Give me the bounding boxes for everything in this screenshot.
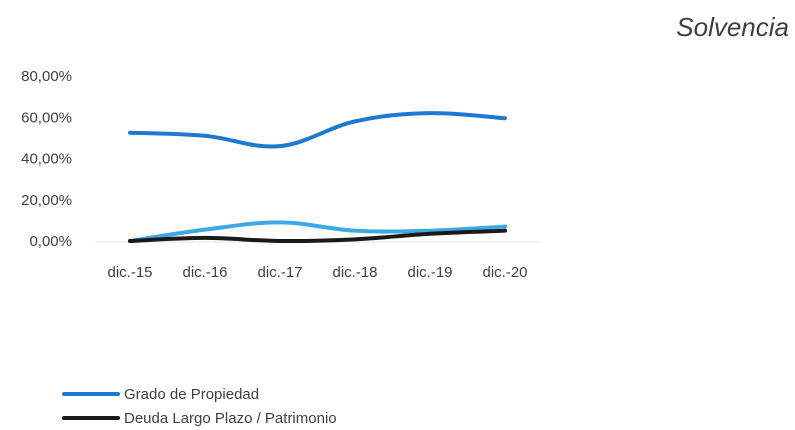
x-tick-label: dic.-19 bbox=[407, 264, 452, 281]
y-axis: 0,00% 20,00% 40,00% 60,00% 80,00% bbox=[21, 68, 72, 250]
series-line-2 bbox=[128, 228, 507, 244]
legend-label: Grado de Propiedad bbox=[124, 385, 260, 403]
y-tick-label: 0,00% bbox=[29, 233, 72, 250]
y-tick-label: 40,00% bbox=[21, 151, 72, 168]
legend-swatch bbox=[62, 416, 120, 420]
x-tick-label: dic.-16 bbox=[182, 264, 227, 281]
legend-item-grado-de-propiedad: Grado de Propiedad bbox=[62, 382, 337, 406]
x-tick-label: dic.-18 bbox=[332, 264, 377, 281]
x-tick-label: dic.-20 bbox=[482, 264, 527, 281]
line-chart: 0,00%20,00%40,00%60,00%80,00% dic.-15 dic… bbox=[21, 68, 540, 281]
series-line-0 bbox=[128, 111, 507, 149]
y-tick-label: 20,00% bbox=[21, 192, 72, 209]
chart-title: Solvencia bbox=[676, 12, 789, 42]
legend-item-deuda-largo-plazo: Deuda Largo Plazo / Patrimonio bbox=[62, 406, 337, 430]
legend-swatch bbox=[62, 392, 120, 396]
y-tick-label: 80,00% bbox=[21, 68, 72, 85]
x-axis: dic.-15 dic.-16 dic.-17 dic.-18 dic.-19 dic.-… bbox=[107, 264, 527, 281]
x-tick-label: dic.-15 bbox=[107, 264, 152, 281]
legend-label: Deuda Largo Plazo / Patrimonio bbox=[124, 409, 337, 427]
series-line-1 bbox=[128, 220, 507, 243]
legend: Grado de Propiedad Deuda Largo Plazo / P… bbox=[62, 382, 337, 430]
x-tick-label: dic.-17 bbox=[257, 264, 302, 281]
series-lines bbox=[128, 111, 507, 244]
y-tick-label: 60,00% bbox=[21, 109, 72, 126]
